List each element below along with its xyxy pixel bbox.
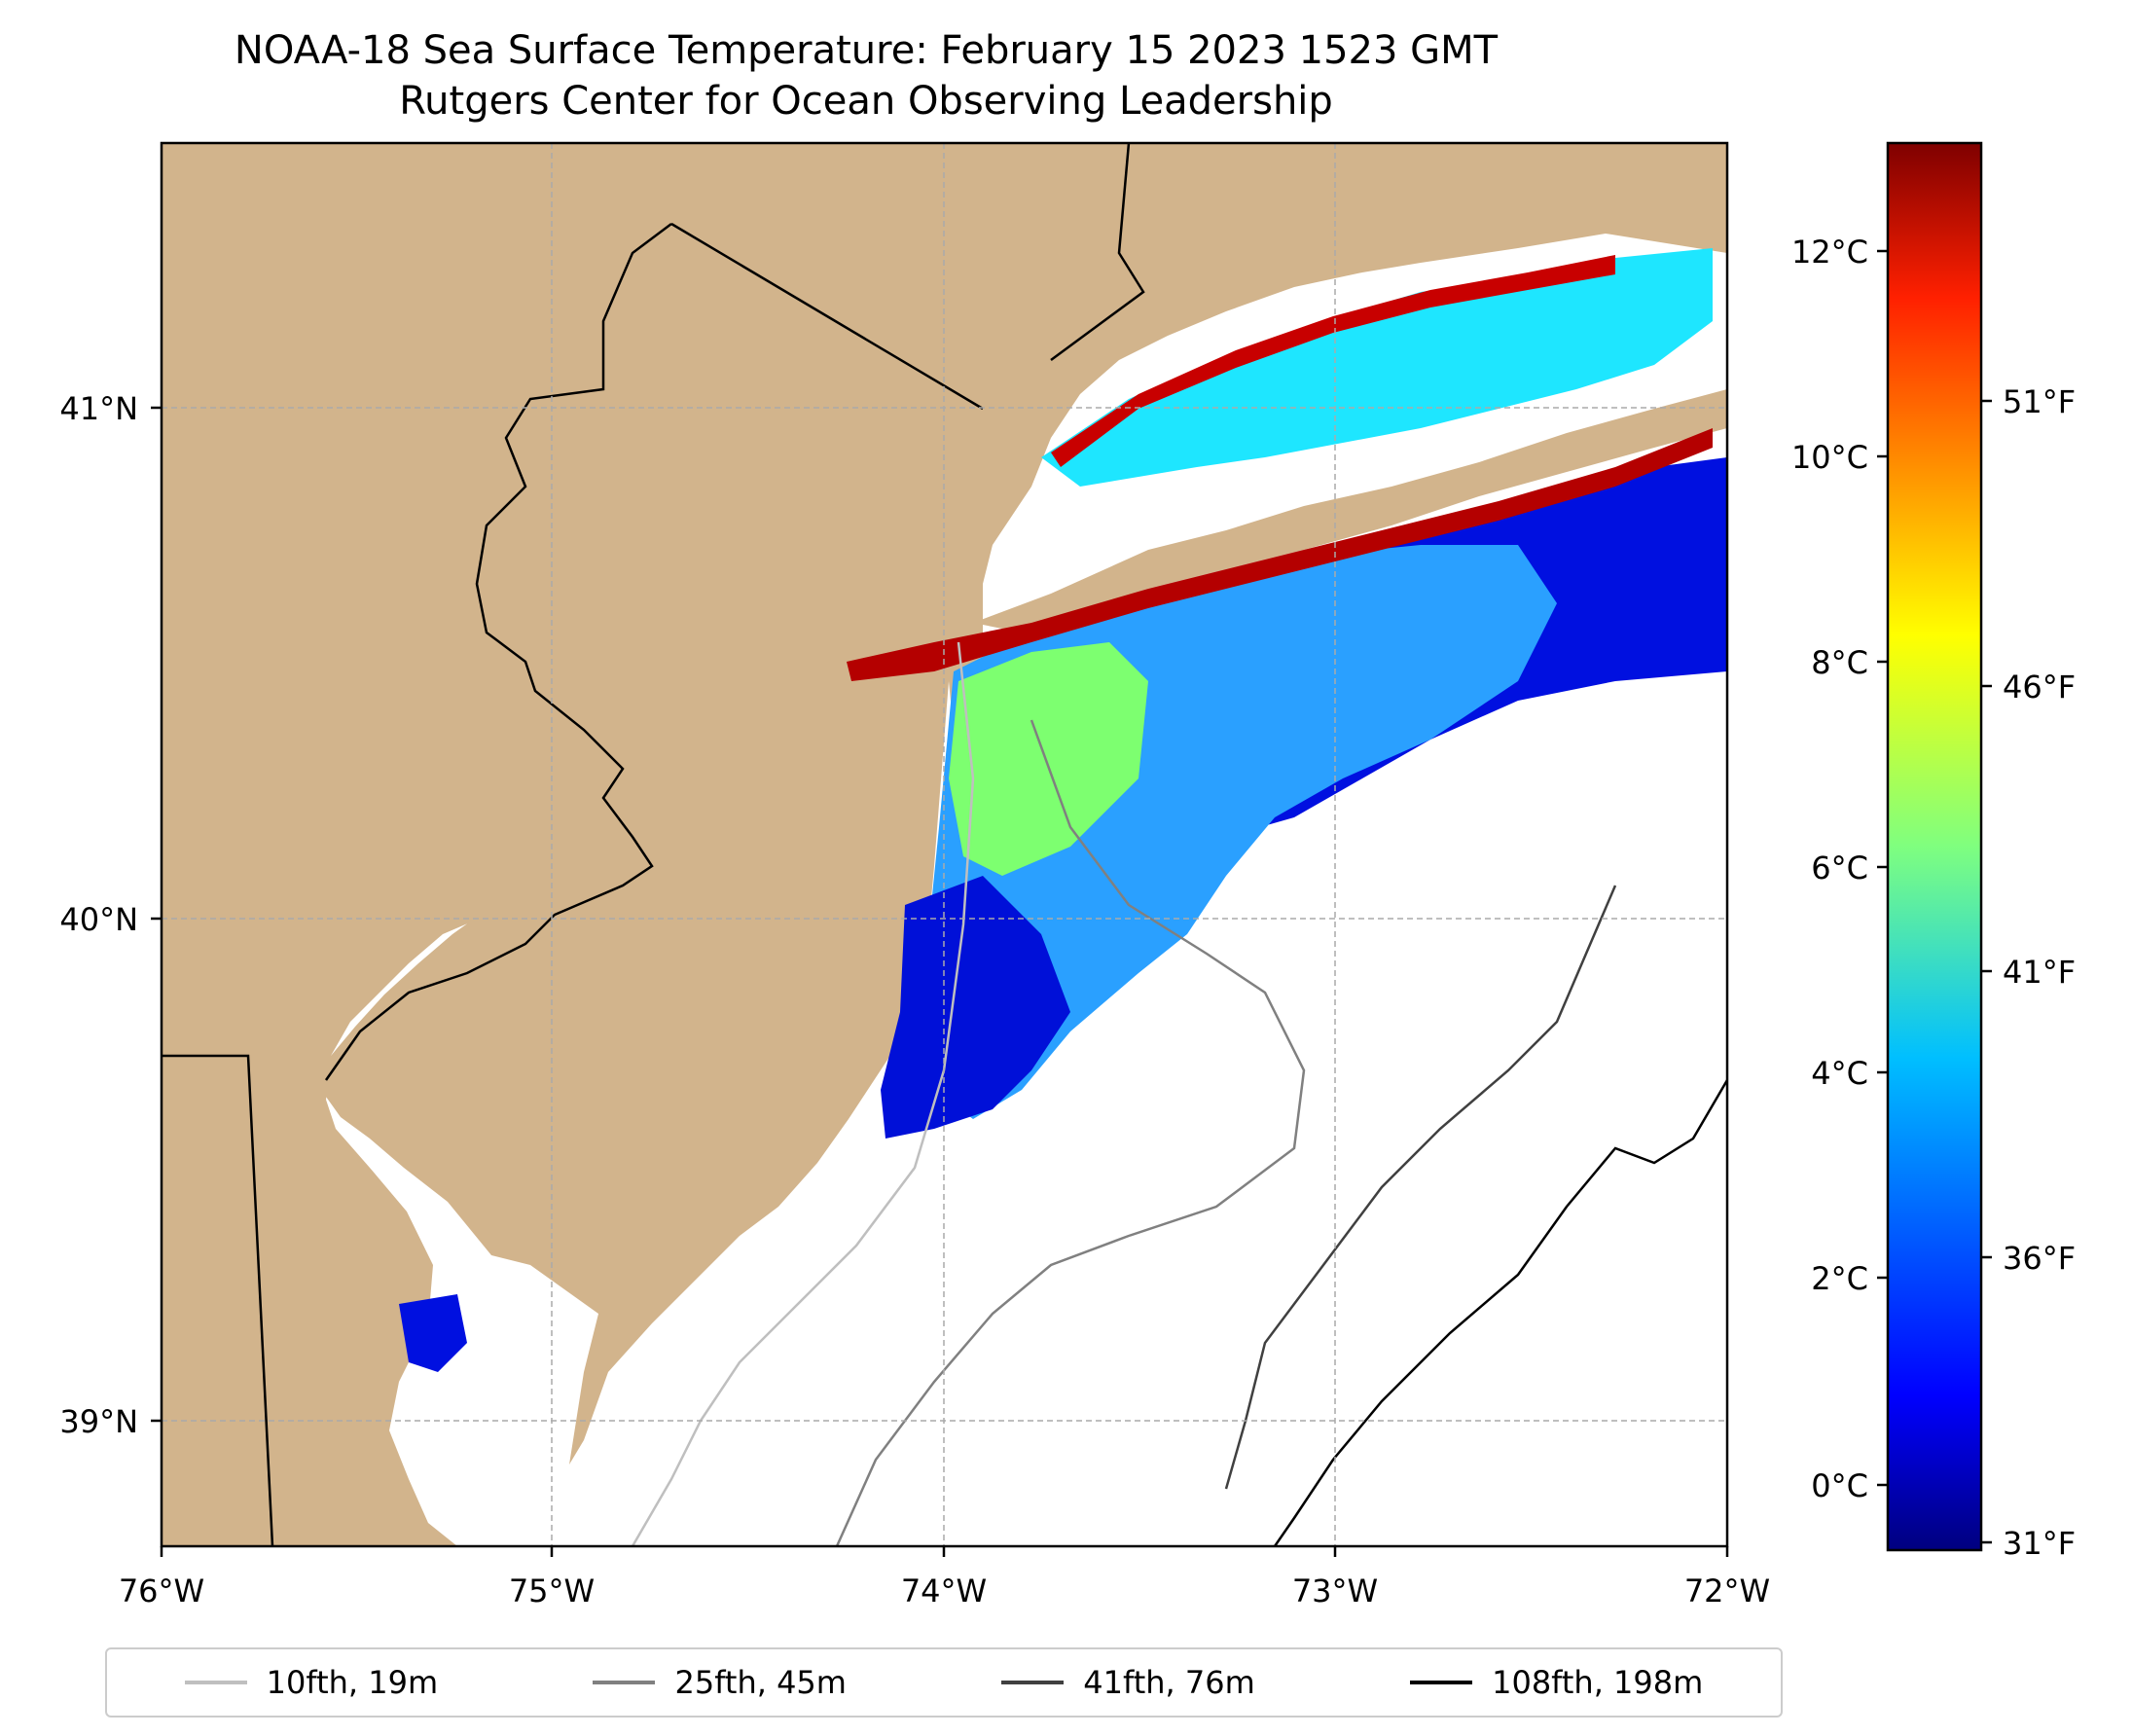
delaware-river	[324, 223, 672, 1081]
map-subtitle: Rutgers Center for Ocean Observing Leade…	[399, 79, 1333, 124]
land-north	[983, 143, 1727, 584]
celsius-tick-label: 4°C	[1811, 1055, 1868, 1092]
sst-nj-coast-cold	[881, 876, 1070, 1139]
celsius-tick-label: 8°C	[1811, 644, 1868, 681]
borders	[162, 143, 1145, 1546]
sst-shelf-green	[949, 642, 1148, 876]
fahrenheit-tick-label: 36°F	[2003, 1240, 2076, 1277]
legend-swatch	[1410, 1681, 1473, 1684]
land-long-island	[973, 389, 1727, 631]
legend-item: 10fth, 19m	[184, 1664, 439, 1701]
legend-label: 25fth, 45m	[674, 1664, 847, 1701]
sst-data	[399, 248, 1727, 1372]
sst-nearshore-warm	[847, 428, 1713, 681]
lon-tick-label: 76°W	[119, 1573, 204, 1609]
land-staten-island	[847, 589, 924, 662]
sst-long-island-sound	[1041, 248, 1713, 487]
sst-delaware-cold	[399, 1294, 467, 1372]
legend-swatch	[593, 1681, 656, 1684]
gridlines	[162, 143, 1727, 1546]
lat-tick-label: 40°N	[59, 901, 138, 938]
isobath-legend: 10fth, 19m 25fth, 45m 41fth, 76m 108fth,…	[105, 1647, 1783, 1718]
legend-swatch	[1001, 1681, 1065, 1684]
sst-sound-warm-edge	[1051, 255, 1615, 467]
title-block: NOAA-18 Sea Surface Temperature: Februar…	[0, 25, 1732, 127]
celsius-tick-label: 2°C	[1811, 1260, 1868, 1297]
celsius-tick-label: 10°C	[1791, 439, 1868, 476]
lon-tick-label: 75°W	[509, 1573, 595, 1609]
map-panel: 76°W 75°W 74°W 73°W 72°W 41°N 40°N 39°N	[59, 141, 1770, 1609]
legend-item: 41fth, 76m	[1001, 1664, 1255, 1701]
state-border-ny-nj	[670, 222, 984, 411]
lon-tick-label: 72°W	[1684, 1573, 1770, 1609]
legend-swatch	[184, 1681, 247, 1684]
isobath-108fth	[1273, 1079, 1727, 1546]
legend-label: 10fth, 19m	[266, 1664, 439, 1701]
fahrenheit-tick-label: 51°F	[2003, 383, 2076, 420]
celsius-tick-label: 0°C	[1811, 1467, 1868, 1504]
fahrenheit-tick-label: 41°F	[2003, 954, 2076, 991]
lon-tick-label: 73°W	[1292, 1573, 1378, 1609]
isobath-10fth	[631, 641, 975, 1546]
state-border-ny-ct	[1050, 143, 1145, 362]
colorbar-celsius-ticks	[1877, 249, 1888, 1487]
state-border-de-md	[162, 1054, 274, 1546]
colorbar-fahrenheit-ticks	[1981, 399, 1992, 1544]
colorbar: 12°C 10°C 8°C 6°C 4°C 2°C 0°C 51°F 46°F …	[1791, 141, 2076, 1562]
map-title: NOAA-18 Sea Surface Temperature: Februar…	[234, 28, 1499, 73]
isobath-41fth	[1224, 885, 1617, 1490]
colorbar-gradient	[1886, 141, 1983, 1552]
lat-tick-label: 41°N	[59, 390, 138, 427]
land-mainland	[162, 143, 983, 1546]
legend-item: 108fth, 198m	[1410, 1664, 1703, 1701]
fahrenheit-tick-label: 46°F	[2003, 669, 2076, 705]
celsius-tick-label: 6°C	[1811, 850, 1868, 886]
legend-label: 108fth, 198m	[1492, 1664, 1704, 1701]
fahrenheit-tick-label: 31°F	[2003, 1525, 2076, 1562]
celsius-tick-label: 12°C	[1791, 234, 1868, 271]
lat-tick-label: 39°N	[59, 1403, 138, 1440]
lon-tick-label: 74°W	[901, 1573, 987, 1609]
legend-label: 41fth, 76m	[1083, 1664, 1255, 1701]
legend-item: 25fth, 45m	[593, 1664, 847, 1701]
axis-ticks	[151, 406, 1729, 1557]
